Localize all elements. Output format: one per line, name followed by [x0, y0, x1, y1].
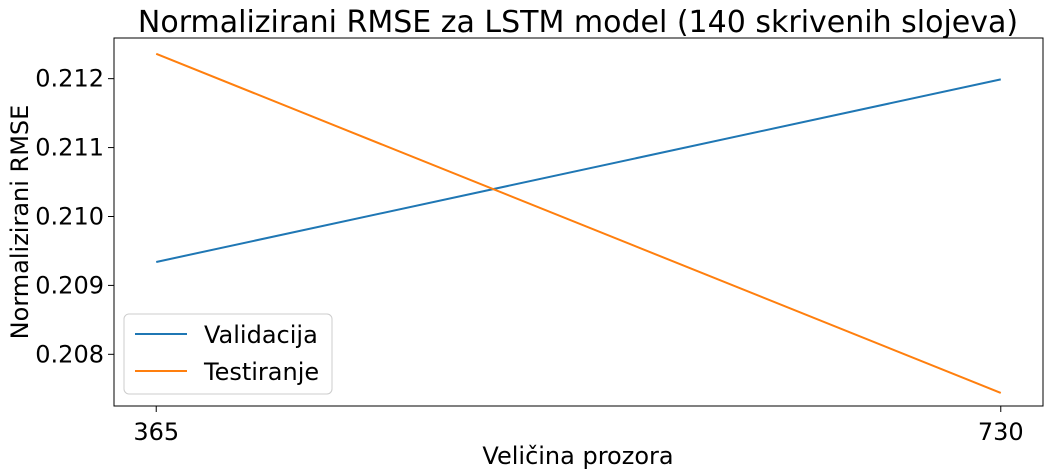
legend-label-testiranje: Testiranje [203, 358, 319, 386]
chart-title: Normalizirani RMSE za LSTM model (140 sk… [138, 5, 1018, 40]
y-tick-label: 0.210 [35, 202, 104, 230]
x-tick-label: 730 [978, 418, 1024, 446]
x-tick-label: 365 [133, 418, 179, 446]
y-tick-label: 0.209 [35, 271, 104, 299]
y-tick-label: 0.208 [35, 340, 104, 368]
legend-label-validacija: Validacija [204, 321, 318, 349]
series-line-testiranje [155, 52, 1002, 394]
x-axis-label: Veličina prozora [482, 442, 673, 470]
y-axis-label: Normalizirani RMSE [6, 105, 34, 340]
x-axis: 365 730 [133, 406, 1024, 446]
plot-frame [113, 37, 1044, 407]
series-layer [155, 52, 1002, 394]
y-tick-label: 0.211 [35, 134, 104, 162]
y-tick-label: 0.212 [35, 65, 104, 93]
plot-area: 365 730 0.208 0.209 0.210 0.211 0.212 [35, 37, 1044, 446]
y-axis: 0.208 0.209 0.210 0.211 0.212 [35, 65, 114, 368]
series-line-validacija [156, 78, 1001, 263]
legend: Validacija Testiranje [123, 313, 333, 395]
